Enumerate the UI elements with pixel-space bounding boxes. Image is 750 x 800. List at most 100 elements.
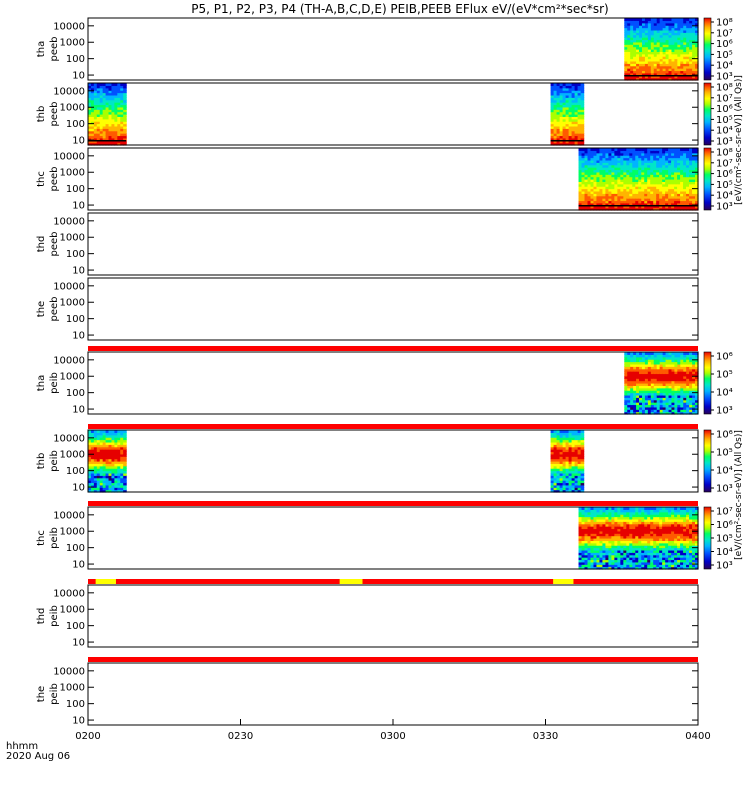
spectrogram-cell: [556, 128, 561, 132]
spectrogram-cell: [689, 533, 693, 537]
spectrogram-cell: [611, 514, 615, 518]
spectrogram-cell: [653, 523, 657, 527]
spectrogram-cell: [632, 190, 636, 194]
spectrogram-cell: [581, 552, 586, 556]
spectrogram-cell: [674, 511, 678, 515]
spectrogram-cell: [641, 63, 646, 67]
spectrogram-cell: [587, 561, 592, 565]
spectrogram-cell: [689, 56, 693, 60]
spectrogram-cell: [680, 507, 684, 510]
spectrogram-cell: [695, 27, 699, 31]
spectrogram-cell: [105, 475, 110, 479]
spectrogram-cell: [653, 190, 657, 194]
spectrogram-cell: [108, 441, 113, 445]
spectrogram-cell: [653, 361, 658, 365]
spectrogram-cell: [565, 92, 570, 96]
spectrogram-cell: [650, 58, 655, 62]
spectrogram-cell: [629, 176, 633, 180]
spectrogram-cell: [624, 46, 628, 50]
spectrogram-cell: [108, 85, 113, 89]
spectrogram-cell: [117, 487, 121, 491]
colorbar-tick-label: 10⁵: [716, 448, 733, 459]
spectrogram-cell: [650, 37, 655, 41]
spectrogram-cell: [635, 190, 639, 194]
spectrogram-cell: [677, 383, 681, 386]
spectrogram-cell: [627, 53, 631, 57]
spectrogram-cell: [620, 528, 624, 532]
spectrogram-cell: [614, 521, 618, 525]
spectrogram-cell: [605, 205, 610, 209]
spectrogram-cell: [644, 148, 648, 151]
spectrogram-cell: [695, 354, 699, 358]
spectrogram-cell: [636, 46, 640, 50]
spectrogram-cell: [665, 564, 669, 568]
spectrogram-cell: [665, 371, 670, 375]
spectrogram-cell: [587, 564, 592, 568]
spectrogram-cell: [581, 547, 586, 551]
spectrogram-cell: [632, 526, 636, 530]
spectrogram-cell: [559, 87, 564, 91]
spectrogram-cell: [677, 363, 681, 367]
spectrogram-cell: [578, 523, 583, 527]
spectrogram-cell: [90, 137, 95, 141]
spectrogram-cell: [635, 509, 639, 513]
colorbar-tick-label: 10³: [716, 406, 733, 417]
spectrogram-cell: [689, 561, 693, 565]
spectrogram-cell: [695, 352, 699, 355]
spectrogram-cell: [123, 451, 127, 455]
spectrogram-cell: [581, 148, 586, 151]
spectrogram-cell: [692, 399, 696, 403]
spectrogram-cell: [620, 516, 624, 520]
spectrogram-cell: [614, 198, 618, 202]
spectrogram-cell: [565, 123, 570, 127]
spectrogram-cell: [596, 174, 601, 178]
spectrogram-cell: [659, 366, 664, 370]
spectrogram-cell: [636, 75, 640, 79]
spectrogram-cell: [641, 205, 645, 209]
y-tick-label: 100: [66, 54, 85, 65]
spectrogram-cell: [90, 484, 95, 488]
spectrogram-cell: [623, 155, 627, 159]
spectrogram-cell: [99, 465, 104, 469]
spectrogram-cell: [692, 198, 696, 202]
spectrogram-cell: [644, 368, 649, 372]
spectrogram-cell: [630, 404, 634, 408]
spectrogram-cell: [630, 411, 634, 415]
spectrogram-cell: [571, 482, 576, 486]
spectrogram-cell: [578, 545, 583, 549]
spectrogram-cell: [550, 85, 555, 89]
spectrogram-cell: [608, 545, 612, 549]
spectrogram-cell: [577, 475, 582, 479]
spectrogram-cell: [677, 200, 681, 204]
spectrogram-cell: [550, 461, 555, 464]
spectrogram-cell: [565, 137, 570, 141]
spectrogram-cell: [695, 75, 699, 79]
spectrogram-cell: [644, 190, 648, 194]
spectrogram-cell: [605, 549, 610, 553]
spectrogram-cell: [96, 140, 101, 144]
spectrogram-cell: [553, 468, 558, 472]
spectrogram-cell: [656, 509, 660, 513]
spectrogram-cell: [665, 150, 669, 154]
spectrogram-cell: [581, 183, 586, 187]
spectrogram-cell: [662, 183, 666, 187]
spectrogram-cell: [108, 456, 113, 460]
spectrogram-cell: [692, 559, 696, 563]
spectrogram-cell: [629, 150, 633, 154]
spectrogram-cell: [630, 72, 634, 76]
spectrogram-cell: [633, 39, 637, 43]
spectrogram-cell: [680, 159, 684, 163]
spectrogram-cell: [650, 205, 654, 209]
spectrogram-cell: [650, 70, 655, 74]
spectrogram-cell: [111, 140, 115, 144]
spectrogram-cell: [665, 516, 669, 520]
spectrogram-cell: [695, 157, 699, 161]
spectrogram-cell: [650, 164, 654, 168]
spectrogram-cell: [674, 397, 678, 401]
spectrogram-cell: [692, 542, 696, 546]
spectrogram-cell: [630, 70, 634, 74]
spectrogram-cell: [580, 430, 585, 433]
spectrogram-cell: [662, 72, 667, 76]
spectrogram-cell: [105, 128, 110, 132]
spectrogram-cell: [630, 356, 634, 360]
